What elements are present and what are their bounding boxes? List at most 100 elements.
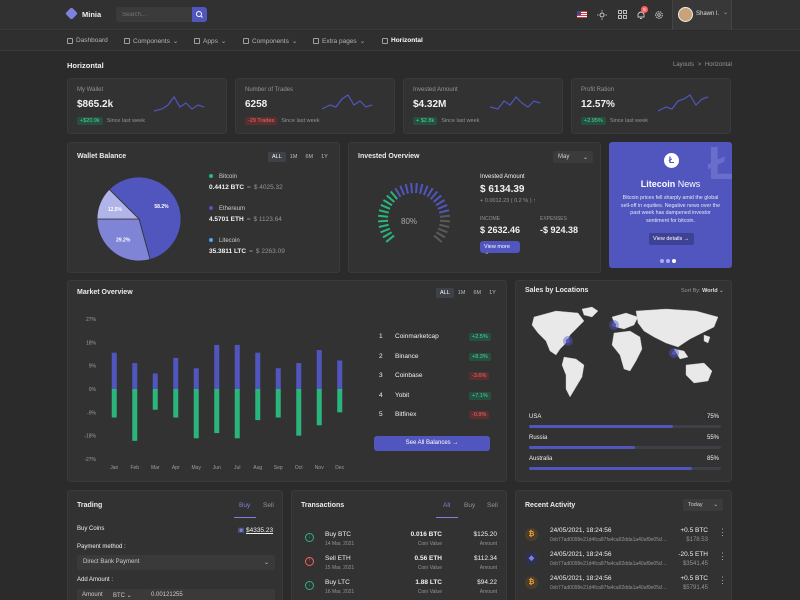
- activity-hash[interactable]: 0xb77ad0099e21d4fca87fa4ca92dda1a40af9e0…: [550, 561, 668, 567]
- coin-select[interactable]: BTC ⌄: [113, 593, 132, 599]
- bar-negative[interactable]: [132, 389, 138, 441]
- filter-1y[interactable]: 1Y: [321, 154, 328, 160]
- bar-positive[interactable]: [337, 360, 343, 389]
- bar-negative[interactable]: [173, 389, 179, 418]
- see-all-balances-button[interactable]: See All Balances →: [374, 436, 490, 451]
- nav-horizontal[interactable]: Horizontal: [382, 37, 423, 44]
- exchange-name[interactable]: Bitfinex: [395, 411, 417, 418]
- brand-name[interactable]: Minia: [82, 10, 102, 19]
- bar-negative[interactable]: [337, 389, 343, 413]
- amount-input[interactable]: 0.00121255: [151, 592, 183, 598]
- nav-components-2[interactable]: Components ⌄: [243, 37, 297, 45]
- x-tick-label: Jan: [110, 465, 118, 471]
- carousel-dot[interactable]: [660, 259, 664, 263]
- month-select[interactable]: May ⌄: [553, 151, 593, 163]
- arrow-up-icon: ↑: [533, 198, 536, 204]
- search-input[interactable]: [116, 7, 192, 22]
- transactions-tab-all[interactable]: All: [443, 502, 451, 509]
- view-details-button[interactable]: View details →: [649, 233, 694, 245]
- bar-positive[interactable]: [255, 352, 261, 389]
- exchange-name[interactable]: Coinmarketcap: [395, 333, 439, 340]
- carousel-dots[interactable]: [660, 258, 676, 265]
- invested-change: + 0.0012.23 ( 0.2 % ) ↑: [480, 198, 536, 204]
- stat-badge: +$20.9k: [77, 117, 103, 125]
- payment-method-select[interactable]: Direct Bank Payment ⌄: [77, 555, 275, 570]
- filter-1y[interactable]: 1Y: [489, 290, 496, 296]
- transactions-tab-sell[interactable]: Sell: [487, 502, 498, 509]
- world-map[interactable]: [526, 303, 726, 403]
- pie-slice[interactable]: [96, 188, 140, 220]
- filter-1m[interactable]: 1M: [457, 290, 466, 296]
- bar-positive[interactable]: [234, 344, 240, 389]
- bar-negative[interactable]: [255, 389, 261, 421]
- filter-all[interactable]: ALL: [268, 152, 286, 162]
- bar-negative[interactable]: [316, 389, 322, 426]
- filter-all[interactable]: ALL: [436, 288, 454, 298]
- activity-filter-select[interactable]: Today ⌄: [683, 499, 723, 511]
- gauge-segment: [410, 183, 413, 194]
- exchange-name[interactable]: Coinbase: [395, 372, 423, 379]
- nav-extra-pages[interactable]: Extra pages ⌄: [313, 37, 365, 45]
- market-overview-card: Market Overview ALL 1M 6M 1Y 27% 18% 9% 0% -9% -…: [67, 280, 507, 482]
- more-vertical-icon[interactable]: ⋮: [718, 551, 727, 561]
- invested-amount: $ 6134.39: [480, 184, 525, 195]
- trading-tab-buy[interactable]: Buy: [239, 502, 251, 509]
- user-menu[interactable]: Shawn l. ⌄: [672, 0, 732, 30]
- view-more-button[interactable]: View more →: [480, 241, 520, 256]
- theme-sun-icon[interactable]: [597, 10, 607, 20]
- activity-amount: +0.5 BTC: [680, 575, 708, 582]
- filter-6m[interactable]: 6M: [473, 290, 482, 296]
- txn-title[interactable]: Buy LTC: [325, 579, 350, 586]
- bar-negative[interactable]: [214, 389, 220, 434]
- filter-1m[interactable]: 1M: [289, 154, 298, 160]
- bitcoin-icon: ₿: [525, 576, 538, 589]
- gauge-segment: [378, 214, 389, 218]
- pie-slice[interactable]: [96, 218, 151, 262]
- bar-positive[interactable]: [111, 352, 117, 389]
- bar-negative[interactable]: [111, 389, 117, 418]
- txn-title[interactable]: Buy BTC: [325, 531, 352, 538]
- flag-us-icon[interactable]: [577, 11, 587, 18]
- sort-select[interactable]: Sort By: World ⌄: [681, 288, 724, 294]
- amount-input-group[interactable]: Amount BTC ⌄ 0.00121255: [77, 589, 275, 600]
- carousel-dot-active[interactable]: [672, 259, 676, 263]
- bar-positive[interactable]: [173, 357, 179, 389]
- bar-negative[interactable]: [152, 389, 158, 410]
- bar-positive[interactable]: [193, 368, 199, 389]
- txn-title[interactable]: Sell ETH: [325, 555, 351, 562]
- bar-positive[interactable]: [296, 363, 302, 389]
- bar-negative[interactable]: [296, 389, 302, 436]
- nav-components[interactable]: Components ⌄: [124, 37, 178, 45]
- bar-positive[interactable]: [275, 368, 281, 389]
- more-vertical-icon[interactable]: ⋮: [718, 575, 727, 585]
- bar-negative[interactable]: [234, 389, 240, 439]
- bar-positive[interactable]: [316, 350, 322, 389]
- txn-amount-label: Amount: [479, 565, 497, 571]
- bar-positive[interactable]: [214, 344, 220, 389]
- exchange-name[interactable]: Binance: [395, 352, 419, 360]
- x-tick-label: Mar: [151, 465, 160, 471]
- exchange-name[interactable]: Yobit: [395, 391, 410, 399]
- gauge-label: 80%: [401, 217, 418, 226]
- search-button[interactable]: [192, 7, 207, 22]
- bar-positive[interactable]: [132, 363, 138, 389]
- settings-gear-icon[interactable]: [654, 10, 664, 20]
- transactions-tab-buy[interactable]: Buy: [464, 502, 476, 509]
- breadcrumb-layouts[interactable]: Layouts: [673, 62, 695, 68]
- carousel-dot[interactable]: [666, 259, 670, 263]
- apps-grid-icon[interactable]: [618, 10, 627, 19]
- activity-hash[interactable]: 0xb77ad0099e21d4fca87fa4ca92dda1a40af9e0…: [550, 585, 668, 591]
- wallet-balance-link[interactable]: ▣ $4335.23: [238, 527, 274, 534]
- activity-hash[interactable]: 0xb77ad0099e21d4fca87fa4ca92dda1a40af9e0…: [550, 537, 668, 543]
- bar-positive[interactable]: [152, 373, 158, 389]
- more-vertical-icon[interactable]: ⋮: [718, 527, 727, 537]
- pie-slice[interactable]: [108, 176, 182, 261]
- bar-negative[interactable]: [193, 389, 199, 439]
- nav-dashboard[interactable]: Dashboard: [67, 37, 108, 44]
- trading-tab-sell[interactable]: Sell: [263, 502, 274, 509]
- bar-negative[interactable]: [275, 389, 281, 418]
- filter-6m[interactable]: 6M: [305, 154, 314, 160]
- gauge-segment: [433, 194, 442, 203]
- nav-apps[interactable]: Apps ⌄: [194, 37, 226, 45]
- location-progress: [529, 467, 721, 470]
